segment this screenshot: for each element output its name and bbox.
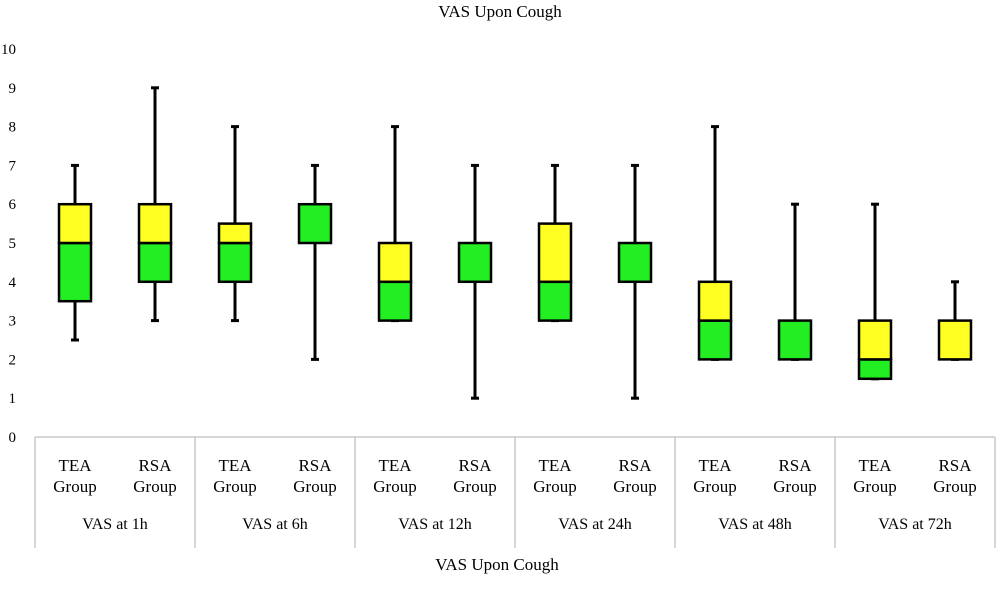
box-plot-item: [377, 125, 413, 323]
box-label-line2: Group: [693, 477, 736, 496]
box-lower: [537, 280, 573, 322]
box-lower: [457, 241, 493, 284]
box-lower: [617, 241, 653, 284]
box-lower: [777, 319, 813, 361]
box-upper: [857, 319, 893, 361]
box-label-line1: RSA: [138, 456, 172, 475]
box-lower: [57, 241, 93, 303]
box-label-line1: TEA: [698, 456, 732, 475]
box-label-line2: Group: [373, 477, 416, 496]
y-tick-label: 2: [9, 352, 17, 368]
box-upper: [697, 280, 733, 322]
group-label: VAS at 24h: [558, 516, 632, 533]
box-label-line2: Group: [213, 477, 256, 496]
group-label: VAS at 48h: [718, 516, 792, 533]
box-label-line2: Group: [613, 477, 656, 496]
box-plot-item: [857, 202, 893, 381]
box-upper: [937, 319, 973, 361]
box-label-line1: TEA: [218, 456, 252, 475]
box-lower: [217, 241, 253, 284]
box-lower: [697, 319, 733, 361]
box-plot-item: [57, 163, 93, 342]
box-label-line2: Group: [53, 477, 96, 496]
y-tick-label: 1: [9, 391, 17, 407]
box-plot-item: [617, 163, 653, 400]
x-axis: [34, 436, 996, 548]
box-plot-item: [537, 163, 573, 323]
box-label-line2: Group: [853, 477, 896, 496]
group-label: VAS at 1h: [82, 516, 148, 533]
group-label: VAS at 12h: [398, 516, 472, 533]
y-tick-label: 4: [9, 275, 17, 291]
box-label-line2: Group: [133, 477, 176, 496]
box-label-line2: Group: [533, 477, 576, 496]
box-lower: [137, 241, 173, 284]
box-plot-item: [697, 125, 733, 361]
box-upper: [217, 222, 253, 245]
x-axis-title: VAS Upon Cough: [435, 555, 559, 574]
box-label-line2: Group: [293, 477, 336, 496]
y-tick-label: 9: [9, 81, 17, 97]
box-plot-item: [457, 163, 493, 400]
box-label-line1: RSA: [298, 456, 332, 475]
box-plot-item: [137, 86, 173, 323]
box-label-line2: Group: [773, 477, 816, 496]
box-label-line1: RSA: [458, 456, 492, 475]
group-label: VAS at 72h: [878, 516, 952, 533]
y-tick-label: 8: [9, 120, 17, 136]
box-label-line1: TEA: [58, 456, 92, 475]
box-plot-item: [937, 280, 973, 361]
box-upper: [537, 222, 573, 284]
group-label: VAS at 6h: [242, 516, 308, 533]
box-label-line1: RSA: [778, 456, 812, 475]
box-lower: [297, 202, 333, 245]
y-tick-label: 10: [1, 42, 16, 58]
box-label-line1: TEA: [858, 456, 892, 475]
y-axis: 0 1 2 3 4 5 6 7 8 9 10: [1, 42, 17, 446]
y-tick-label: 6: [9, 197, 17, 213]
x-category-labels: TEA Group RSA Group VAS at 1h TEA Group RSA Grou…: [53, 456, 976, 533]
box-upper: [137, 202, 173, 245]
chart-title: VAS Upon Cough: [438, 2, 562, 21]
box-label-line1: TEA: [378, 456, 412, 475]
y-tick-label: 7: [9, 158, 17, 174]
box-plot-item: [217, 125, 253, 323]
box-plot-item: [777, 202, 813, 361]
box-label-line2: Group: [933, 477, 976, 496]
boxes: [57, 86, 973, 400]
box-label-line2: Group: [453, 477, 496, 496]
box-label-line1: TEA: [538, 456, 572, 475]
box-lower: [857, 358, 893, 381]
y-tick-label: 5: [9, 236, 17, 252]
box-plot-item: [297, 163, 333, 361]
y-tick-label: 3: [9, 314, 17, 330]
y-tick-label: 0: [9, 430, 17, 446]
box-upper: [57, 202, 93, 245]
box-label-line1: RSA: [938, 456, 972, 475]
box-lower: [377, 280, 413, 322]
box-upper: [377, 241, 413, 284]
box-label-line1: RSA: [618, 456, 652, 475]
